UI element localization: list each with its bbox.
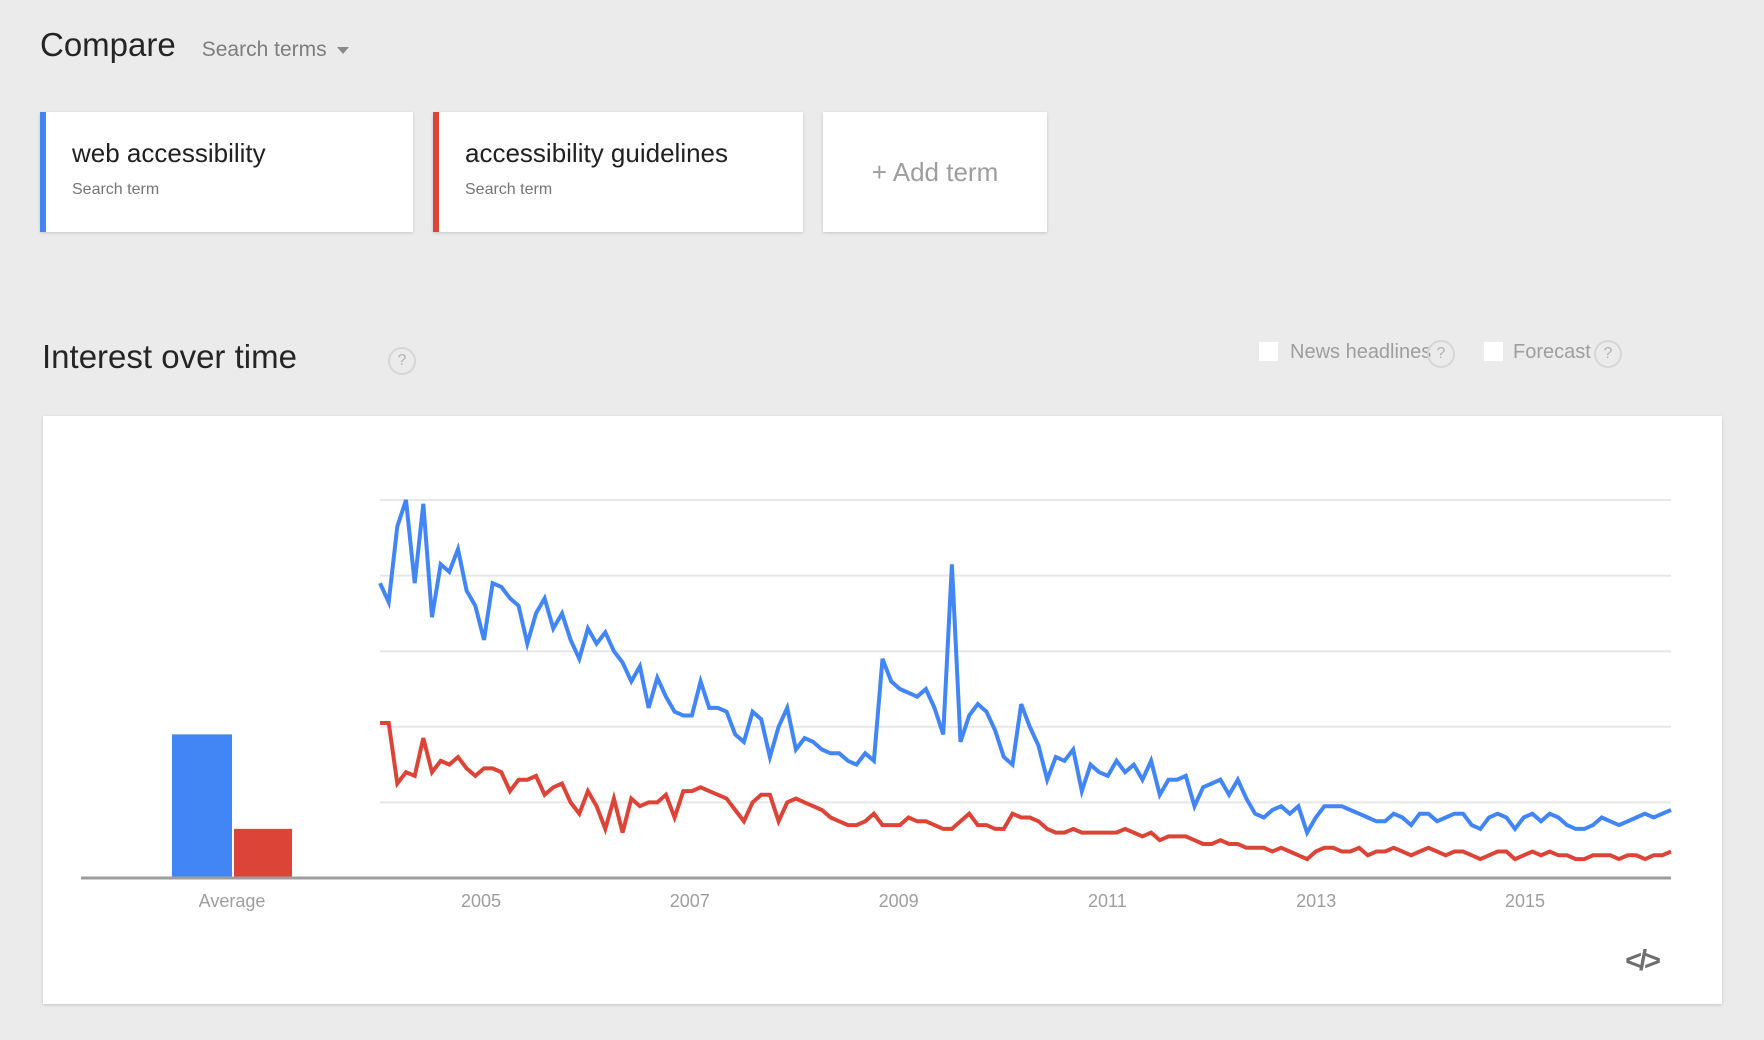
average-bar-accessibility-guidelines [234,828,292,878]
term-card-web-accessibility[interactable]: web accessibility Search term [40,112,413,232]
term-card-label: web accessibility [72,138,266,168]
caret-down-icon [336,46,349,54]
series-line-accessibility-guidelines [380,721,1672,862]
add-term-label: + Add term [871,156,999,187]
average-bar-web-accessibility [172,734,232,878]
x-tick-label: 2007 [670,891,710,911]
series-line-web-accessibility [378,499,1672,838]
x-tick-label: 2015 [1505,891,1545,911]
search-terms-dropdown[interactable]: Search terms [202,38,349,62]
section-title: Interest over time [42,338,297,375]
interest-over-time-chart: Average 2005 2007 2009 2011 2013 2015 [81,499,1672,911]
add-term-button[interactable]: + Add term [823,112,1047,232]
term-card-accessibility-guidelines[interactable]: accessibility guidelines Search term [433,112,803,232]
search-terms-dropdown-label: Search terms [201,38,327,61]
x-tick-label: 2009 [879,891,919,911]
news-headlines-checkbox[interactable] [1259,342,1278,361]
embed-button[interactable]: </> [1625,945,1661,978]
x-tick-label: 2013 [1296,891,1336,911]
term-card-sublabel: Search term [465,181,553,198]
x-axis-line [81,876,1671,880]
x-tick-label: Average [199,891,266,911]
x-tick-label: 2005 [461,891,501,911]
embed-icon: </> [1625,945,1661,977]
forecast-label: Forecast [1513,341,1591,363]
page-title: Compare [40,26,176,63]
x-tick-label: 2011 [1088,891,1127,911]
help-icon[interactable]: ? [388,347,416,375]
chart-card: Average 2005 2007 2009 2011 2013 2015 </> [43,416,1722,1004]
news-headlines-label: News headlines [1290,341,1432,363]
forecast-checkbox[interactable] [1484,342,1503,361]
news-headlines-help-icon[interactable]: ? [1427,340,1455,368]
compare-header: Compare Search terms [40,26,349,64]
forecast-help-icon[interactable]: ? [1594,340,1622,368]
term-card-label: accessibility guidelines [465,138,729,168]
term-card-sublabel: Search term [72,181,160,198]
